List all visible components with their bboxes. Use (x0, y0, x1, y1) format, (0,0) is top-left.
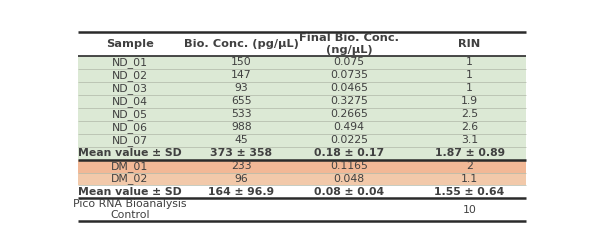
Text: 0.0225: 0.0225 (330, 135, 368, 145)
Bar (78, 198, 525, 220)
Text: ND_04: ND_04 (112, 96, 148, 107)
Bar (78, 134, 525, 147)
Text: 0.08 ± 0.04: 0.08 ± 0.04 (314, 187, 384, 197)
Text: Sample: Sample (105, 39, 154, 49)
Text: 0.18 ± 0.17: 0.18 ± 0.17 (314, 148, 384, 158)
Bar (78, 95, 525, 108)
Bar (78, 172, 525, 186)
Text: 2: 2 (466, 161, 473, 171)
Text: 0.3275: 0.3275 (330, 96, 368, 106)
Text: 1: 1 (466, 83, 473, 93)
Text: 655: 655 (231, 96, 252, 106)
Text: Mean value ± SD: Mean value ± SD (78, 187, 181, 197)
Text: 1.87 ± 0.89: 1.87 ± 0.89 (435, 148, 505, 158)
Text: 0.048: 0.048 (333, 174, 365, 184)
Text: Bio. Conc. (pg/μL): Bio. Conc. (pg/μL) (184, 39, 299, 49)
Text: ND_05: ND_05 (112, 109, 148, 120)
Text: 0.1165: 0.1165 (330, 161, 368, 171)
Text: 0.0735: 0.0735 (330, 70, 368, 81)
Bar (78, 69, 525, 82)
Text: Mean value ± SD: Mean value ± SD (78, 148, 181, 158)
Text: 2.6: 2.6 (461, 122, 478, 132)
Text: 373 ± 358: 373 ± 358 (210, 148, 273, 158)
Text: ND_02: ND_02 (112, 70, 148, 81)
Bar (78, 186, 525, 198)
Text: DM_02: DM_02 (111, 174, 148, 184)
Bar (78, 82, 525, 95)
Text: 147: 147 (231, 70, 252, 81)
Text: RIN: RIN (458, 39, 481, 49)
Text: ND_03: ND_03 (112, 83, 148, 94)
Text: ND_06: ND_06 (112, 122, 148, 133)
Text: 93: 93 (234, 83, 249, 93)
Bar (78, 147, 525, 160)
Bar (78, 56, 525, 69)
Text: 45: 45 (234, 135, 249, 145)
Text: 96: 96 (234, 174, 249, 184)
Text: 533: 533 (231, 109, 252, 119)
Text: 0.075: 0.075 (333, 58, 365, 68)
Text: 150: 150 (231, 58, 252, 68)
Text: 1.9: 1.9 (461, 96, 478, 106)
Bar (78, 160, 525, 172)
Text: DM_01: DM_01 (111, 160, 148, 172)
Text: 233: 233 (231, 161, 252, 171)
Text: 3.1: 3.1 (461, 135, 478, 145)
Text: 10: 10 (463, 204, 477, 214)
Bar (78, 121, 525, 134)
Bar (78, 108, 525, 121)
Text: 0.0465: 0.0465 (330, 83, 368, 93)
Bar (78, 32, 525, 56)
Text: 1: 1 (466, 70, 473, 81)
Text: Final Bio. Conc.
(ng/μL): Final Bio. Conc. (ng/μL) (299, 33, 399, 55)
Text: 1: 1 (466, 58, 473, 68)
Text: 1.1: 1.1 (461, 174, 478, 184)
Text: 164 ± 96.9: 164 ± 96.9 (209, 187, 274, 197)
Text: ND_07: ND_07 (112, 135, 148, 145)
Text: 988: 988 (231, 122, 252, 132)
Text: 0.2665: 0.2665 (330, 109, 368, 119)
Text: Pico RNA Bioanalysis
Control: Pico RNA Bioanalysis Control (73, 199, 186, 220)
Text: 2.5: 2.5 (461, 109, 478, 119)
Text: ND_01: ND_01 (112, 57, 148, 68)
Text: 0.494: 0.494 (333, 122, 365, 132)
Text: 1.55 ± 0.64: 1.55 ± 0.64 (435, 187, 505, 197)
